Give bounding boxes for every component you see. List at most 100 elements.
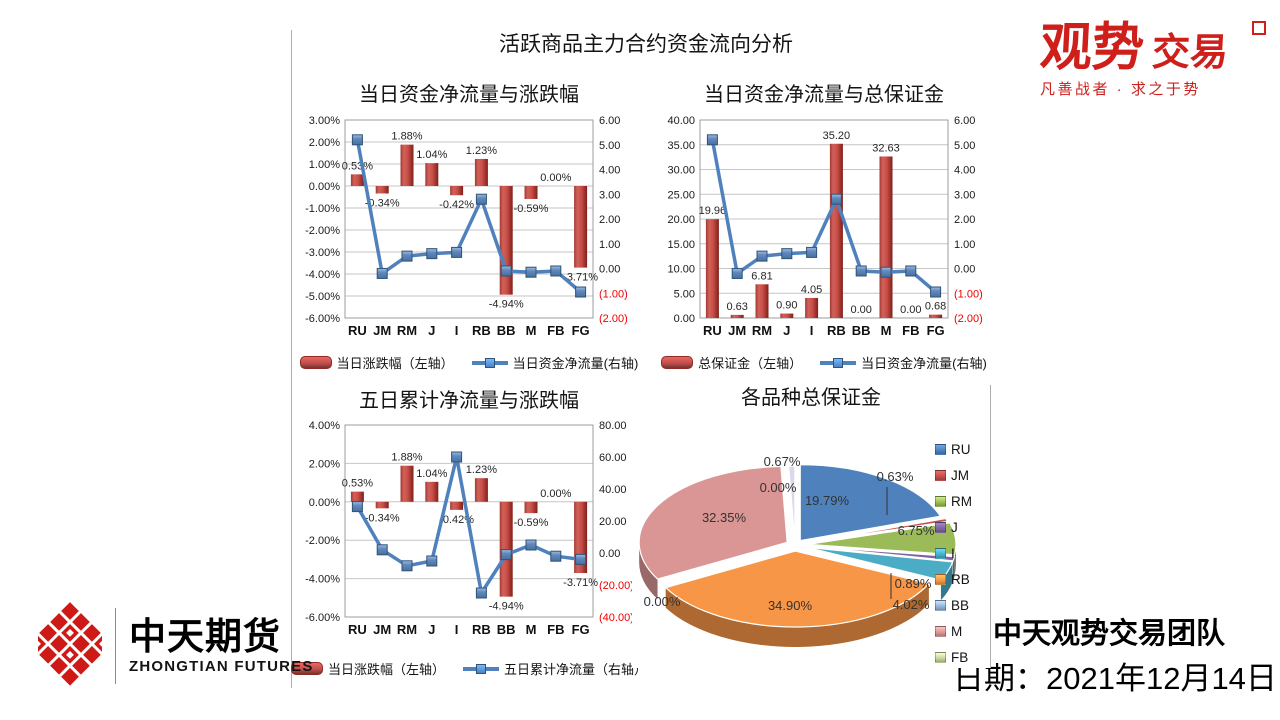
chart-legend: 当日涨跌幅（左轴） 五日累计净流量（右轴） — [290, 659, 647, 678]
svg-text:JM: JM — [373, 622, 391, 637]
svg-text:RM: RM — [397, 622, 417, 637]
svg-text:(1.00): (1.00) — [599, 288, 628, 300]
chart-legend: 总保证金（左轴） 当日资金净流量(右轴) — [649, 353, 999, 372]
legend-line-swatch — [471, 357, 508, 369]
svg-text:RB: RB — [827, 323, 846, 338]
pie-legend-item-bb: BB — [935, 597, 972, 614]
svg-text:BB: BB — [497, 323, 516, 338]
pie-legend-label: JM — [951, 468, 969, 483]
legend-item: 总保证金（左轴） — [661, 353, 802, 372]
svg-text:FG: FG — [572, 323, 590, 338]
pie-chart-canvas: 19.79% 0.63% 6.75% 0.89% 4.02% 34.90% 0.00% 32.… — [638, 454, 957, 647]
svg-text:0.00%: 0.00% — [309, 497, 340, 509]
svg-text:1.88%: 1.88% — [391, 452, 422, 464]
svg-text:20.00: 20.00 — [667, 214, 695, 226]
pie-legend-swatch — [935, 470, 946, 481]
page-title: 活跃商品主力合约资金流向分析 — [499, 33, 793, 56]
svg-text:(2.00): (2.00) — [954, 313, 983, 325]
svg-text:1.04%: 1.04% — [416, 468, 447, 480]
svg-text:FG: FG — [927, 323, 945, 338]
svg-text:I: I — [455, 323, 459, 338]
legend-label: 当日涨跌幅（左轴） — [327, 662, 445, 677]
chart-title: 当日资金净流量与总保证金 — [704, 84, 944, 106]
svg-text:35.20: 35.20 — [823, 130, 851, 142]
chart-daily-netflow-vs-margin: 当日资金净流量与总保证金 40.00 35.00 30.00 25.00 20.00 15… — [649, 82, 999, 372]
svg-text:1.00: 1.00 — [954, 239, 975, 251]
zhongtian-logo: 中天期货 ZHONGTIAN FUTURES — [38, 602, 314, 690]
svg-text:-4.94%: -4.94% — [489, 601, 524, 613]
pie-legend-swatch — [935, 548, 946, 559]
pie-legend-item-jm: JM — [935, 467, 972, 484]
chart-fiveday-netflow-vs-change: 五日累计净流量与涨跌幅 4.00% 2.00% 0.00% -2.00% -4.00% -… — [290, 388, 647, 678]
svg-text:5.00: 5.00 — [599, 140, 620, 152]
guanshi-tagline: 凡善战者 · 求之于势 — [1040, 81, 1201, 98]
svg-text:60.00: 60.00 — [599, 452, 627, 464]
pie-legend-swatch — [935, 496, 946, 507]
svg-text:0.63%: 0.63% — [877, 469, 914, 484]
svg-text:1.00: 1.00 — [599, 239, 620, 251]
svg-text:(1.00): (1.00) — [954, 288, 983, 300]
svg-text:40.00: 40.00 — [667, 115, 695, 127]
combo-chart-canvas: 3.00% 2.00% 1.00% 0.00% -1.00% -2.00% -3.00% -4… — [305, 115, 628, 338]
chart-daily-netflow-vs-change: 当日资金净流量与涨跌幅 3.00% 2.00% 1.00% 0.00% -1.00% -2… — [294, 82, 644, 372]
svg-text:RM: RM — [397, 323, 417, 338]
svg-text:4.00: 4.00 — [599, 165, 620, 177]
svg-text:0.00: 0.00 — [599, 264, 620, 276]
svg-text:-1.00%: -1.00% — [305, 203, 340, 215]
svg-text:M: M — [881, 323, 892, 338]
svg-text:0.00: 0.00 — [599, 548, 620, 560]
svg-text:4.05: 4.05 — [801, 284, 822, 296]
svg-text:0.00%: 0.00% — [540, 172, 571, 184]
pie-legend-item-rb: RB — [935, 571, 972, 588]
pie-legend-swatch — [935, 600, 946, 611]
pie-legend-item-i: I — [935, 545, 972, 562]
svg-text:-0.34%: -0.34% — [365, 197, 400, 209]
chart-legend: 当日涨跌幅（左轴） 当日资金净流量(右轴) — [294, 353, 644, 372]
svg-text:-3.71%: -3.71% — [563, 577, 598, 589]
svg-text:30.00: 30.00 — [667, 165, 695, 177]
legend-item: 当日涨跌幅（左轴） — [299, 353, 454, 372]
svg-text:0.00: 0.00 — [900, 304, 921, 316]
svg-text:FG: FG — [572, 622, 590, 637]
svg-text:0.67%: 0.67% — [764, 454, 801, 469]
svg-text:-0.59%: -0.59% — [514, 517, 549, 529]
svg-text:M: M — [526, 323, 537, 338]
svg-text:FB: FB — [547, 323, 564, 338]
svg-text:32.63: 32.63 — [872, 142, 900, 154]
svg-text:0.63: 0.63 — [726, 301, 747, 313]
svg-text:0.00%: 0.00% — [309, 181, 340, 193]
svg-text:0.89%: 0.89% — [895, 576, 932, 591]
svg-text:4.02%: 4.02% — [893, 597, 930, 612]
pie-legend-label: RM — [951, 494, 972, 509]
svg-text:0.00: 0.00 — [954, 264, 975, 276]
team-label: 中天观势交易团队 — [993, 618, 1226, 650]
svg-text:RU: RU — [348, 622, 367, 637]
svg-text:34.90%: 34.90% — [768, 598, 813, 613]
svg-text:3.00: 3.00 — [599, 189, 620, 201]
svg-text:-2.00%: -2.00% — [305, 535, 340, 547]
pie-legend-swatch — [935, 652, 946, 663]
svg-text:I: I — [455, 622, 459, 637]
svg-text:JM: JM — [373, 323, 391, 338]
svg-text:0.00: 0.00 — [674, 313, 695, 325]
svg-text:6.81: 6.81 — [751, 270, 772, 282]
svg-text:I: I — [810, 323, 814, 338]
svg-text:-4.00%: -4.00% — [305, 269, 340, 281]
svg-text:RB: RB — [472, 323, 491, 338]
svg-text:-3.71%: -3.71% — [563, 272, 598, 284]
svg-text:-0.42%: -0.42% — [439, 514, 474, 526]
legend-item: 当日资金净流量(右轴) — [471, 353, 639, 372]
svg-text:0.00%: 0.00% — [540, 488, 571, 500]
chart-total-margin-pie: 各品种总保证金 19.79% 0.63% 6.75% 0.89% 4.02% 34.90%… — [632, 385, 991, 668]
diamond-lattice-icon — [38, 602, 102, 686]
svg-text:4.00: 4.00 — [954, 165, 975, 177]
pie-legend-swatch — [935, 522, 946, 533]
svg-text:1.88%: 1.88% — [391, 131, 422, 143]
svg-text:0.00: 0.00 — [850, 304, 871, 316]
svg-text:BB: BB — [497, 622, 516, 637]
svg-text:6.75%: 6.75% — [898, 523, 935, 538]
combo-chart-canvas: 40.00 35.00 30.00 25.00 20.00 15.00 10.00 5.00 0… — [667, 115, 983, 338]
guanshi-logo: 观势 交易 凡善战者 · 求之于势 — [1038, 19, 1265, 99]
legend-label: 当日资金净流量(右轴) — [512, 356, 639, 371]
svg-text:-4.00%: -4.00% — [305, 574, 340, 586]
